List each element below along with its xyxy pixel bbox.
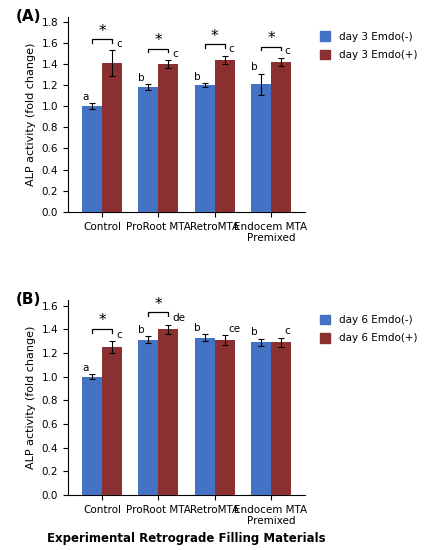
Text: (A): (A) xyxy=(16,9,41,24)
Text: c: c xyxy=(116,39,122,49)
Bar xyxy=(139,340,159,495)
Text: b: b xyxy=(138,73,145,83)
Bar xyxy=(251,84,271,212)
X-axis label: Experimental Retrograde Filling Materials: Experimental Retrograde Filling Material… xyxy=(47,532,326,545)
Y-axis label: ALP activity (fold change): ALP activity (fold change) xyxy=(26,42,36,186)
Text: de: de xyxy=(172,313,185,323)
Text: *: * xyxy=(98,24,106,38)
Text: *: * xyxy=(155,33,162,48)
Text: c: c xyxy=(172,48,178,58)
Bar xyxy=(82,106,102,212)
Text: a: a xyxy=(82,363,89,373)
Legend: day 6 Emdo(-), day 6 Emdo(+): day 6 Emdo(-), day 6 Emdo(+) xyxy=(320,315,417,343)
Legend: day 3 Emdo(-), day 3 Emdo(+): day 3 Emdo(-), day 3 Emdo(+) xyxy=(320,31,417,60)
Text: c: c xyxy=(116,329,122,340)
Bar xyxy=(82,377,102,495)
Text: *: * xyxy=(155,296,162,311)
Text: ce: ce xyxy=(229,324,240,334)
Text: *: * xyxy=(211,29,218,44)
Text: c: c xyxy=(285,326,290,336)
Bar xyxy=(102,63,122,212)
Text: c: c xyxy=(285,46,290,57)
Text: a: a xyxy=(82,92,89,102)
Bar xyxy=(195,338,215,495)
Text: *: * xyxy=(98,313,106,328)
Text: b: b xyxy=(194,72,201,82)
Bar xyxy=(271,342,291,495)
Bar xyxy=(215,60,234,212)
Text: b: b xyxy=(194,323,201,333)
Text: b: b xyxy=(251,62,257,72)
Bar xyxy=(215,340,234,495)
Bar xyxy=(159,329,179,495)
Y-axis label: ALP activity (fold change): ALP activity (fold change) xyxy=(26,326,36,469)
Bar xyxy=(139,87,159,212)
Bar xyxy=(195,85,215,212)
Text: b: b xyxy=(251,327,257,337)
Bar xyxy=(271,62,291,212)
Text: (B): (B) xyxy=(16,292,41,307)
Text: *: * xyxy=(267,31,275,46)
Text: c: c xyxy=(229,45,234,54)
Bar xyxy=(102,347,122,495)
Text: b: b xyxy=(138,325,145,335)
Bar xyxy=(251,342,271,495)
Bar xyxy=(159,64,179,212)
